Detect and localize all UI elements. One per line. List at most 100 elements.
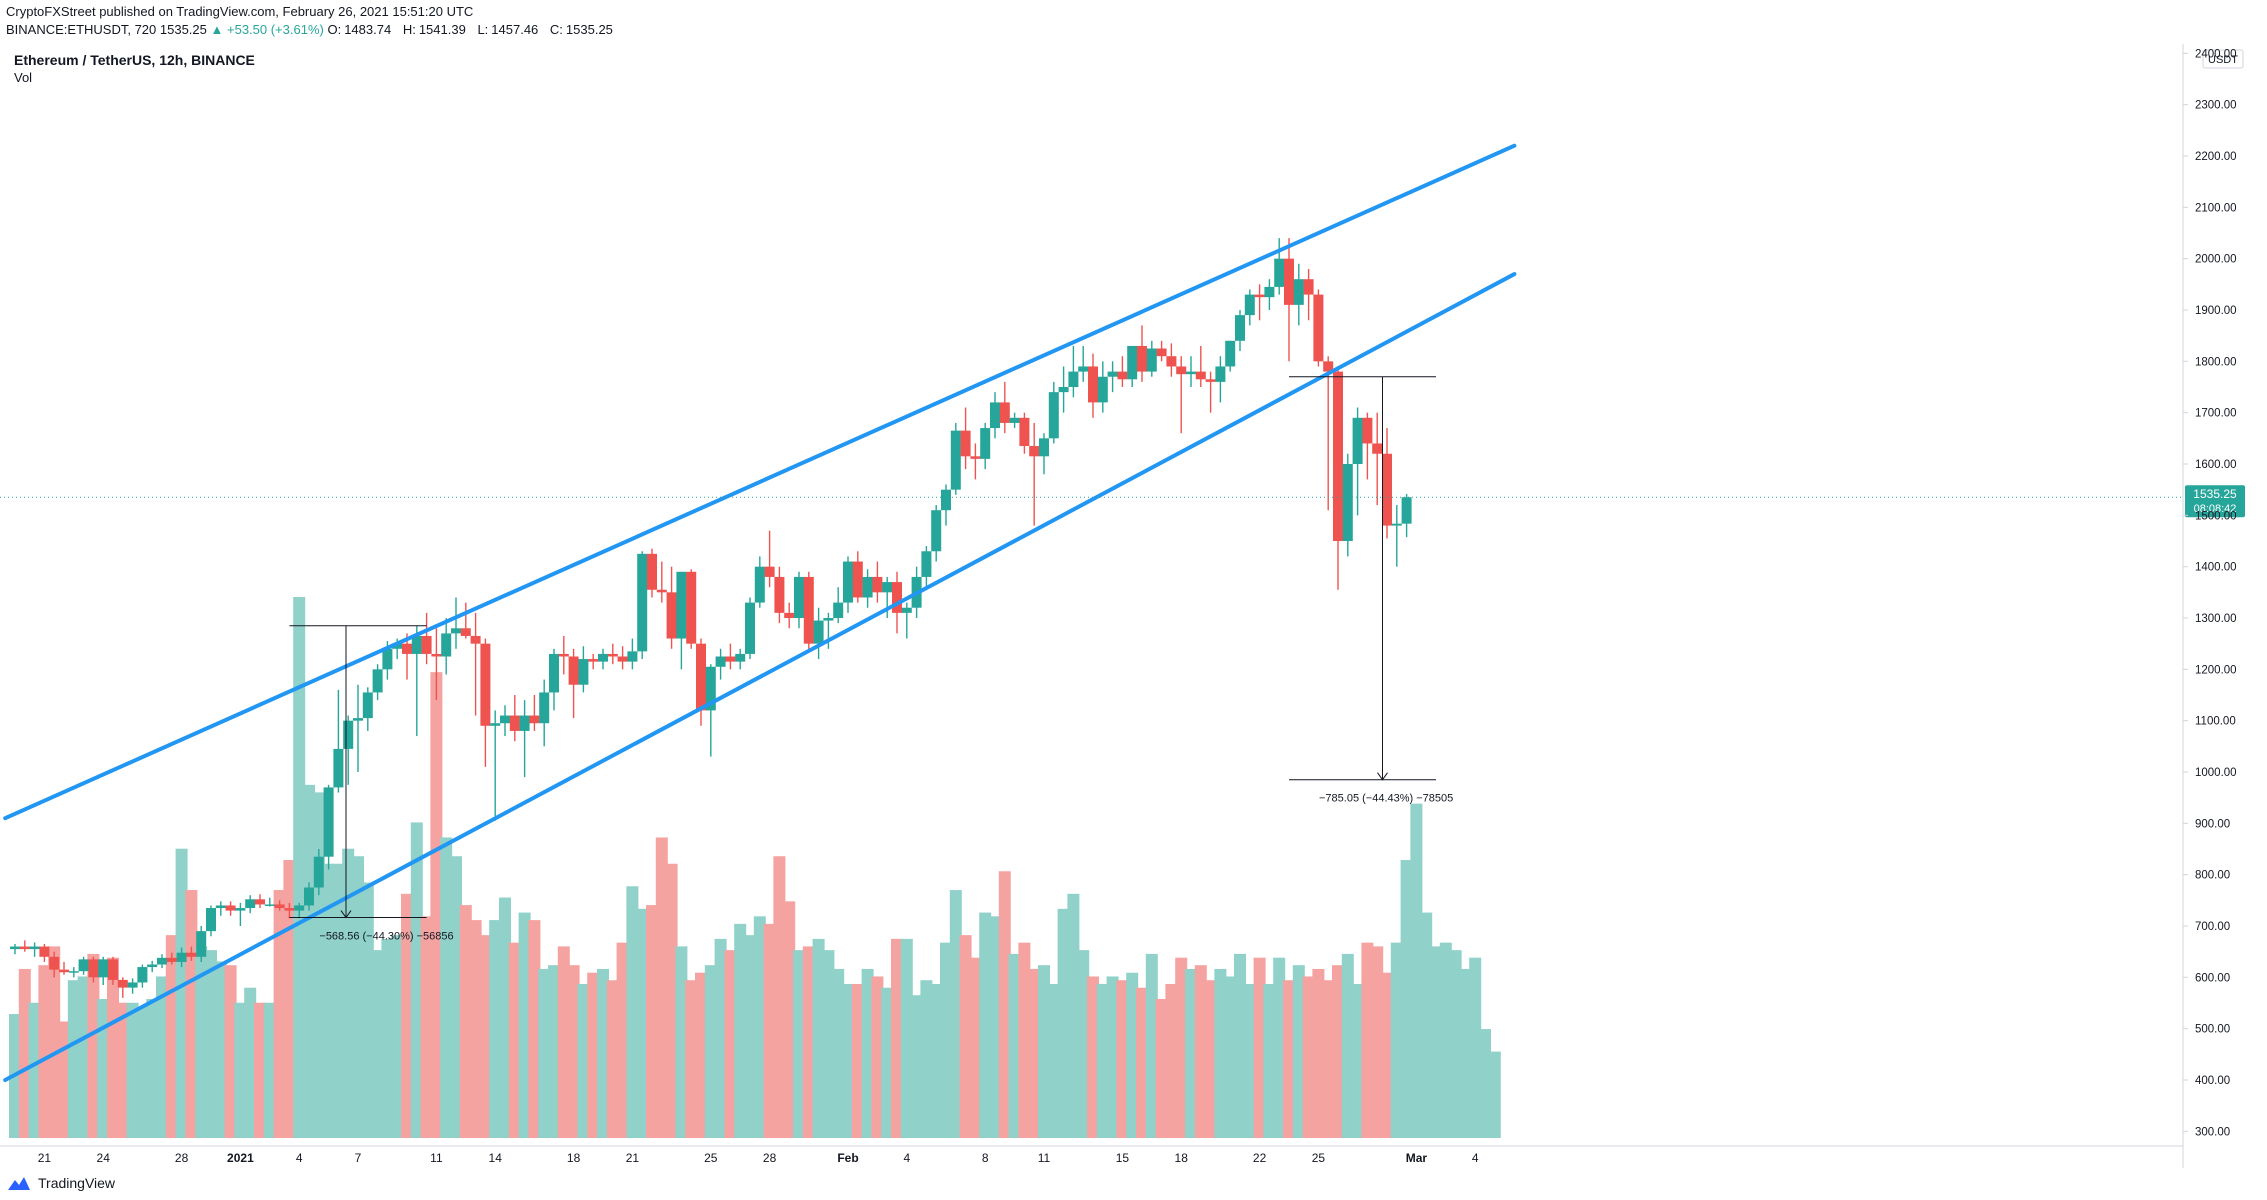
candle-body <box>1382 453 1392 526</box>
candle-body <box>206 908 216 932</box>
low-label: L: <box>477 22 489 37</box>
price-tick-label: 400.00 <box>2195 1075 2230 1087</box>
time-tick-label: 18 <box>567 1151 581 1165</box>
channel-lower-line <box>3 272 1517 1082</box>
volume-bar <box>1243 983 1256 1138</box>
candle-body <box>529 715 540 724</box>
volume-bar <box>940 942 952 1138</box>
candle-body <box>255 899 265 905</box>
volume-bar <box>998 871 1011 1138</box>
time-tick-label: 28 <box>763 1151 777 1165</box>
candle-body <box>264 904 275 906</box>
time-tick-label: 24 <box>97 1151 111 1165</box>
candle-body <box>1303 279 1314 295</box>
volume-bar <box>499 897 511 1138</box>
volume-bar <box>616 942 629 1138</box>
candle-body <box>1088 366 1098 403</box>
volume-bar <box>1145 953 1158 1138</box>
candle-body <box>10 946 20 950</box>
candle-body <box>1039 438 1049 457</box>
candle-body <box>1244 294 1255 316</box>
candle-body <box>451 628 461 634</box>
volume-bar <box>322 863 335 1138</box>
volume-bar <box>146 998 159 1138</box>
volume-bar <box>401 893 413 1138</box>
candle-body <box>1254 294 1265 298</box>
price-chart[interactable]: −568.56 (−44.30%) −56856 −785.05 (−44.43%… <box>0 44 2267 1168</box>
volume-indicator-label[interactable]: Vol <box>14 70 33 85</box>
candle-body <box>88 959 99 978</box>
candle-body <box>1362 417 1373 444</box>
candle-body <box>1166 356 1177 367</box>
candle-body <box>509 715 520 731</box>
candle-body <box>1391 523 1402 526</box>
volume-bar <box>861 968 874 1138</box>
candle-body <box>745 602 755 654</box>
candle-body <box>1235 315 1245 341</box>
candle-body <box>774 576 785 613</box>
candle-body <box>1342 464 1353 541</box>
measure-1: −568.56 (−44.30%) −56856 <box>289 625 454 943</box>
candle-body <box>470 635 481 644</box>
volume-bar <box>1332 965 1344 1138</box>
volume-bar <box>107 957 119 1138</box>
candle-body <box>1186 371 1196 375</box>
volume-bar <box>763 923 776 1138</box>
candle-body <box>1019 417 1030 447</box>
price-tick-label: 2300.00 <box>2195 100 2237 112</box>
volume-bar <box>1087 976 1099 1138</box>
candle-body <box>1097 376 1108 403</box>
candle-body <box>1146 348 1157 372</box>
candle-body <box>490 723 501 726</box>
candle-body <box>245 899 256 909</box>
measure-2: −785.05 (−44.43%) −78505 <box>1289 376 1453 805</box>
volume-bar <box>557 946 570 1138</box>
price-tick-label: 2400.00 <box>2195 48 2237 60</box>
symbol-name: BINANCE:ETHUSDT, 720 <box>6 22 157 37</box>
volume-bar <box>1038 965 1050 1138</box>
volume-series <box>9 597 1501 1138</box>
volume-bar <box>1028 968 1041 1138</box>
volume-bar <box>1096 983 1109 1138</box>
volume-bar <box>1165 983 1178 1138</box>
candle-body <box>735 653 746 662</box>
volume-bar <box>156 976 168 1138</box>
volume-bar <box>303 784 315 1138</box>
candle-body <box>235 908 246 911</box>
candle-body <box>1029 446 1040 457</box>
volume-bar <box>646 905 658 1138</box>
volume-bar <box>410 822 423 1138</box>
time-tick-label: 15 <box>1116 1151 1130 1165</box>
time-tick-label: 7 <box>355 1151 362 1165</box>
volume-bar <box>626 886 639 1138</box>
volume-bar <box>1381 972 1393 1138</box>
candle-body <box>1215 366 1226 382</box>
candle-body <box>754 566 765 603</box>
price-tick-label: 2200.00 <box>2195 151 2237 163</box>
price-tick-label: 1500.00 <box>2195 510 2237 522</box>
candle-body <box>862 576 873 598</box>
candle-body <box>941 489 951 511</box>
volume-bar <box>900 938 913 1138</box>
volume-bar <box>489 920 502 1138</box>
volume-bar <box>518 912 531 1138</box>
volume-bar <box>1459 968 1472 1138</box>
volume-bar <box>1371 946 1384 1138</box>
volume-bar <box>1204 980 1217 1138</box>
price-tick-label: 2100.00 <box>2195 202 2237 214</box>
candle-body <box>343 720 354 749</box>
candle-body <box>764 566 775 577</box>
volume-bar <box>1479 1029 1491 1138</box>
current-price-badge <box>2185 485 2245 518</box>
volume-bar <box>293 597 306 1138</box>
candle-body <box>1009 417 1020 423</box>
time-tick-label: 4 <box>903 1151 910 1165</box>
time-tick-label: 28 <box>175 1151 189 1165</box>
candle-body <box>117 979 128 988</box>
volume-bar <box>842 983 854 1138</box>
volume-bar <box>1263 983 1276 1138</box>
time-tick-label: 14 <box>489 1151 503 1165</box>
candle-body <box>607 653 618 657</box>
volume-bar <box>254 1002 266 1138</box>
volume-bar <box>606 980 619 1138</box>
